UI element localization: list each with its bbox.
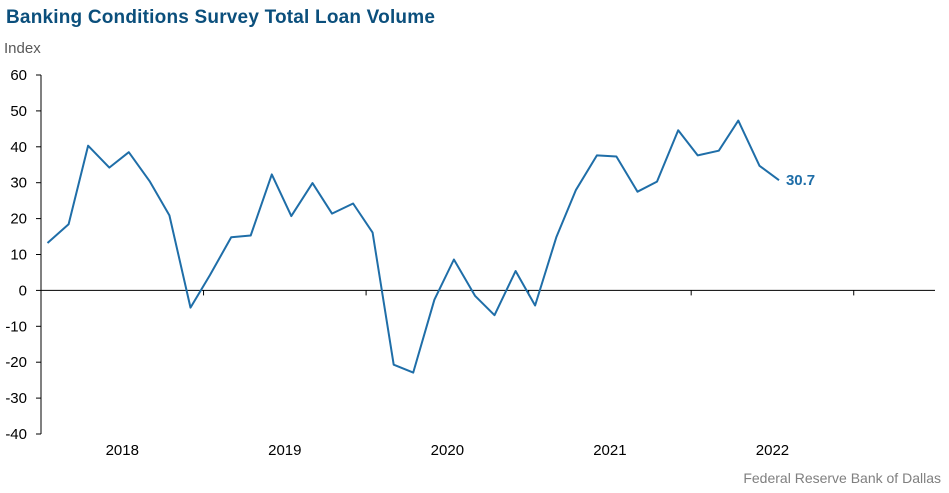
- y-tick-label: 10: [10, 247, 27, 264]
- y-ticks: 60 50 40 30 20 10 0 -10 -20 -30 -40: [5, 67, 41, 443]
- x-tick-label: 2018: [106, 442, 139, 459]
- y-tick-label: 30: [10, 175, 27, 192]
- y-axis: 60 50 40 30 20 10 0 -10 -20 -30 -40: [5, 67, 42, 443]
- series-line: [46, 119, 780, 374]
- y-tick-label: -20: [5, 354, 27, 371]
- last-value-label: 30.7: [786, 172, 815, 189]
- x-tick-label: 2022: [756, 442, 789, 459]
- y-tick-label: -10: [5, 318, 27, 335]
- y-tick-label: 50: [10, 103, 27, 120]
- chart-title: Banking Conditions Survey Total Loan Vol…: [6, 7, 436, 28]
- y-axis-label: Index: [4, 40, 41, 57]
- y-tick-label: 20: [10, 211, 27, 228]
- x-tick-label: 2020: [431, 442, 464, 459]
- x-tick-label: 2021: [593, 442, 626, 459]
- y-tick-label: -40: [5, 426, 27, 443]
- y-tick-label: -30: [5, 390, 27, 407]
- source-note: Federal Reserve Bank of Dallas: [743, 470, 941, 486]
- x-ticks: 2018 2019 2020 2021 2022: [40, 290, 855, 459]
- x-tick-label: 2019: [268, 442, 301, 459]
- y-tick-label: 40: [10, 139, 27, 156]
- y-tick-label: 0: [19, 282, 27, 299]
- x-axis: 2018 2019 2020 2021 2022: [40, 289, 935, 459]
- y-tick-label: 60: [10, 67, 27, 84]
- annotations: 30.7: [786, 172, 815, 189]
